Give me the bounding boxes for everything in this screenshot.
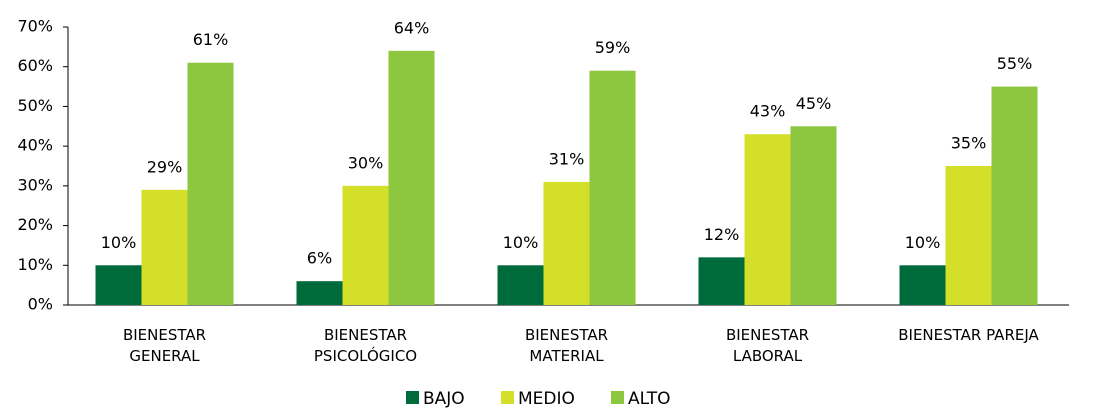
bar [945,166,992,305]
x-tick-label: BIENESTAR PAREJA [898,326,1039,344]
value-label: 10% [101,233,137,252]
y-tick-label: 50% [17,96,53,115]
value-label: 64% [394,18,430,37]
x-tick-label: BIENESTAR PSICOLÓGICO [313,326,418,365]
y-tick-label: 70% [17,17,53,36]
legend-swatch [406,391,419,404]
bar [187,62,234,305]
y-tick-label: 20% [17,215,53,234]
value-label: 61% [193,30,229,49]
legend-label: ALTO [628,389,671,409]
bar [95,265,142,305]
legend-label: BAJO [423,389,465,409]
legend-swatch [501,391,514,404]
bar [388,50,435,306]
bar [296,281,343,305]
value-label: 29% [147,157,183,176]
bar [744,134,791,305]
value-label: 55% [997,54,1033,73]
value-label: 43% [750,102,786,121]
x-tick-label: BIENESTAR LABORAL [725,326,810,365]
value-label: 35% [951,134,987,153]
value-label: 6% [307,249,332,268]
y-tick-label: 10% [17,255,53,274]
y-tick-label: 40% [17,136,53,155]
bar [543,181,590,305]
value-label: 31% [549,149,585,168]
y-tick-label: 60% [17,56,53,75]
bar [698,257,745,305]
value-label: 10% [905,233,941,252]
legend-label: MEDIO [518,389,575,409]
bar [141,189,188,305]
bar [790,126,837,306]
x-tick-label: BIENESTAR MATERIAL [524,326,609,365]
y-tick-label: 0% [28,295,53,314]
bar [899,265,946,305]
x-tick-label: BIENESTAR GENERAL [122,326,207,365]
bar [497,265,544,305]
bar [342,185,389,305]
legend-swatch [611,391,624,404]
value-label: 10% [503,233,539,252]
value-label: 59% [595,38,631,57]
value-label: 12% [704,225,740,244]
y-tick-label: 30% [17,175,53,194]
bar [991,86,1038,305]
bar [589,70,636,305]
value-label: 30% [348,153,384,172]
value-label: 45% [796,94,832,113]
